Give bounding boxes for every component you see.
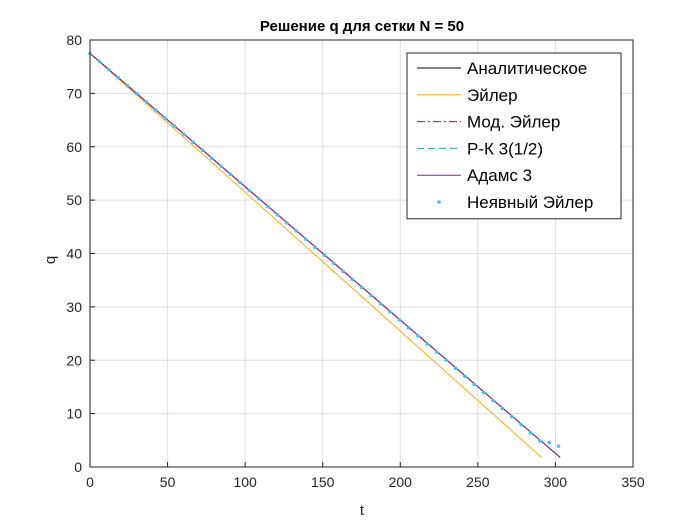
data-point (228, 172, 233, 177)
data-point (425, 342, 430, 346)
legend-item: Адамс 3 (417, 166, 532, 185)
y-tick-label: 20 (66, 352, 82, 368)
legend-item: Р-К 3(1/2) (417, 139, 543, 158)
x-tick-label: 200 (389, 474, 413, 490)
y-tick-label: 50 (66, 192, 82, 208)
data-point (434, 350, 439, 354)
data-point (219, 164, 223, 169)
legend-label: Мод. Эйлер (467, 113, 560, 132)
data-point (444, 358, 448, 362)
data-point (519, 422, 523, 427)
data-point (275, 213, 280, 217)
y-tick-label: 70 (66, 85, 82, 101)
y-tick-label: 0 (74, 459, 82, 475)
data-point (191, 140, 195, 144)
data-point (106, 67, 111, 72)
series-5 (88, 51, 561, 448)
data-point (153, 108, 158, 112)
y-axis-label: q (42, 256, 59, 264)
data-point (547, 440, 551, 445)
chart-title: Решение q для сетки N = 50 (260, 18, 464, 35)
x-tick-label: 0 (86, 474, 94, 490)
data-point (416, 334, 420, 338)
y-tick-label: 30 (66, 299, 82, 315)
legend-item: Аналитическое (417, 59, 587, 78)
data-point (341, 269, 345, 274)
data-point (303, 237, 308, 241)
legend-box (406, 52, 622, 220)
x-tick-label: 150 (311, 474, 335, 490)
data-point (200, 148, 205, 153)
data-point (163, 116, 167, 120)
data-point (331, 261, 336, 266)
y-tick-label: 80 (66, 32, 82, 48)
x-tick-label: 250 (466, 474, 490, 490)
x-axis-label: t (360, 502, 365, 519)
data-point (378, 301, 383, 306)
data-point (144, 99, 149, 104)
data-point (172, 124, 177, 128)
data-point (181, 132, 186, 136)
data-point (322, 253, 327, 257)
data-point (556, 444, 561, 448)
data-point (528, 430, 533, 435)
data-point (313, 245, 317, 249)
data-point (247, 188, 252, 193)
data-point (388, 309, 392, 314)
legend-item: Эйлер (417, 86, 518, 105)
data-point (125, 83, 130, 88)
x-tick-label: 350 (621, 474, 645, 490)
legend-label: Аналитическое (467, 59, 587, 78)
data-point (463, 374, 467, 379)
y-tick-label: 60 (66, 139, 82, 155)
data-point (238, 180, 242, 185)
legend-marker (437, 200, 441, 204)
x-tick-label: 50 (160, 474, 176, 490)
series-1 (89, 52, 542, 458)
data-point (350, 277, 355, 282)
data-point (135, 91, 139, 96)
data-point (284, 221, 289, 225)
data-point (537, 439, 542, 443)
data-point (397, 317, 402, 322)
data-point (369, 293, 373, 298)
series-line (89, 52, 542, 458)
x-tick-label: 300 (544, 474, 568, 490)
x-tick-label: 100 (233, 474, 257, 490)
axis-ticks: 0 50 100 150 200 250 300 350 0 10 20 30 40 50 60 70 80 (66, 32, 644, 490)
data-point (491, 398, 495, 403)
data-point (509, 414, 514, 419)
legend-label: Р-К 3(1/2) (467, 139, 543, 158)
data-point (359, 285, 364, 290)
data-point (406, 325, 411, 330)
legend-item: Неявный Эйлер (437, 193, 593, 212)
data-point (500, 406, 505, 411)
data-point (97, 59, 102, 64)
y-tick-label: 10 (66, 406, 82, 422)
data-point (472, 382, 476, 387)
data-point (116, 75, 120, 80)
data-point (210, 156, 214, 161)
legend-label: Адамс 3 (467, 166, 532, 185)
data-point (266, 204, 270, 209)
data-point (256, 196, 261, 201)
y-tick-label: 40 (66, 246, 82, 262)
legend-item: Мод. Эйлер (417, 113, 560, 132)
data-point (481, 390, 486, 395)
legend-label: Неявный Эйлер (467, 193, 593, 212)
data-point (294, 229, 298, 233)
series-layer (88, 51, 561, 458)
legend-label: Эйлер (467, 86, 518, 105)
data-point (453, 366, 458, 371)
legend: Аналитическое Эйлер Мод. Эйлер Р-К 3(1/2) Ад… (406, 52, 622, 220)
